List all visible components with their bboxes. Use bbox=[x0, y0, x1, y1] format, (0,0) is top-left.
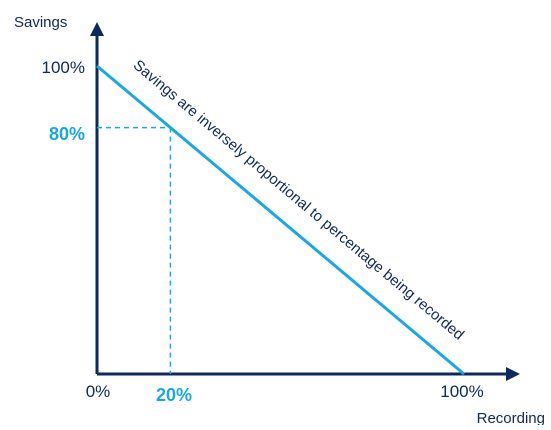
x-tick-label-highlight: 20% bbox=[156, 385, 192, 405]
x-tick-label: 100% bbox=[440, 382, 483, 401]
x-axis-title: Recording bbox=[477, 410, 545, 425]
y-axis-arrow-icon bbox=[90, 22, 104, 36]
y-tick-label-highlight: 80% bbox=[49, 124, 85, 144]
series-line bbox=[96, 64, 465, 376]
x-tick-label: 0% bbox=[86, 382, 111, 401]
y-axis-title: Savings bbox=[14, 14, 67, 31]
x-axis-arrow-icon bbox=[506, 367, 520, 381]
line-annotation: Savings are inversely proportional to pe… bbox=[130, 57, 467, 344]
y-tick-label: 100% bbox=[42, 58, 85, 77]
